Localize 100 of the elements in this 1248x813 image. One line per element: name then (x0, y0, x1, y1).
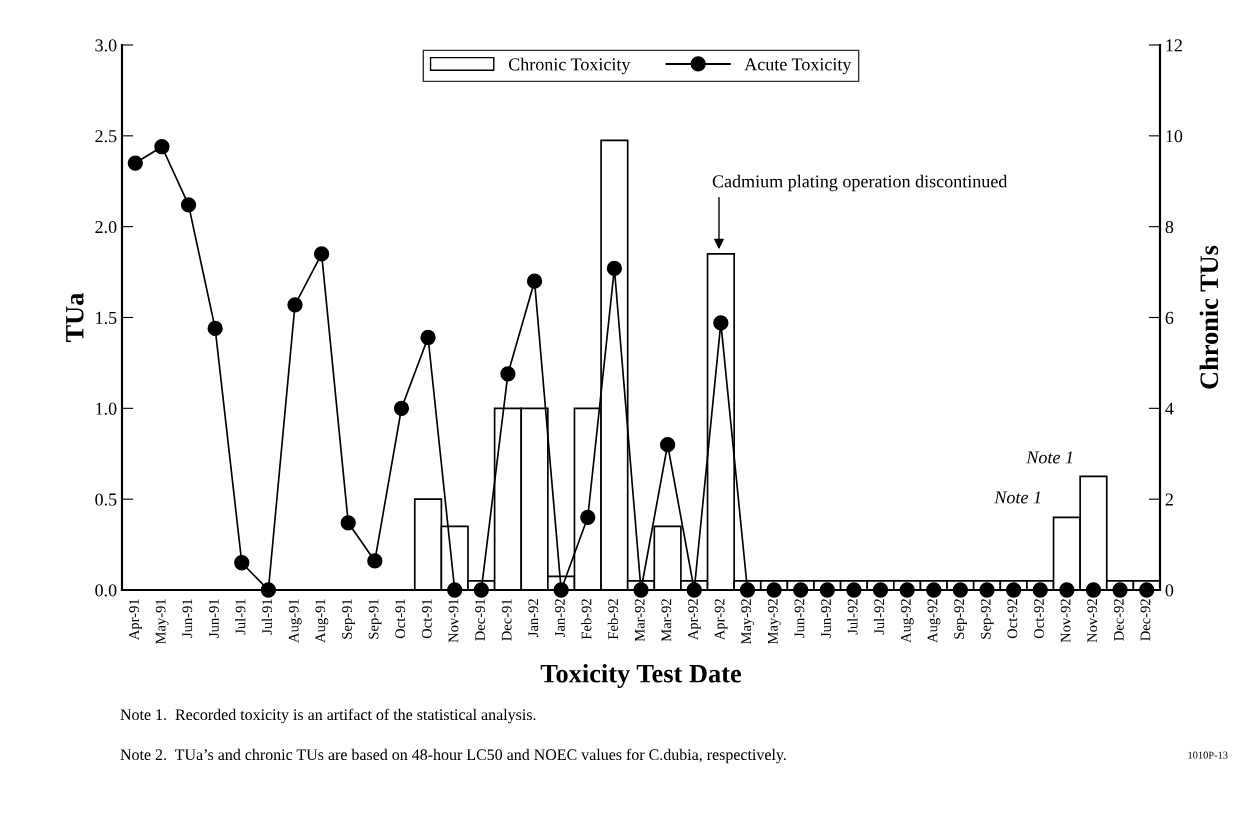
x-tick-label: Jun-92 (794, 599, 805, 638)
point (313, 246, 330, 262)
point (526, 273, 543, 289)
point (340, 515, 356, 531)
point (553, 582, 569, 598)
annotation: Cadmium plating operation discontinued (712, 174, 1008, 192)
x-tick-label: Aug-92 (900, 599, 914, 643)
point (926, 582, 942, 598)
point (393, 400, 410, 416)
point (1059, 582, 1075, 598)
y-axis-title: TUa (66, 292, 84, 343)
x-tick-label: Jul-92 (873, 599, 885, 635)
x-tick-label: Nov-92 (1060, 599, 1071, 643)
point (154, 139, 170, 155)
x-tick-label: Dec-91 (501, 599, 512, 641)
point (606, 260, 623, 277)
x-tick-label: Mar-92 (661, 599, 672, 642)
point (500, 366, 516, 382)
point (580, 509, 596, 525)
point (952, 582, 969, 598)
x-tick-label: Jul-91 (261, 599, 273, 635)
x-tick-label: Apr-92 (688, 599, 701, 641)
x-tick-label: Sep-92 (954, 599, 967, 639)
y-tick-label: 2.0 (95, 220, 117, 234)
x-tick-label: Aug-91 (288, 599, 302, 643)
point (473, 582, 489, 598)
y-tick-label: 0.0 (95, 584, 117, 597)
x-tick-label: Jan-92 (555, 599, 565, 637)
x-tick-label: Dec-92 (1113, 599, 1124, 641)
text: Note 2. TUa’s and chronic TUs are based on 48-hour LC50 and NOEC values for C.dubia, respectively. (120, 748, 786, 764)
text: 1010P-13 (1188, 751, 1228, 759)
point (180, 197, 197, 213)
legend-label: Chronic Toxicity (508, 57, 631, 75)
point (234, 555, 250, 571)
point (739, 582, 756, 598)
x-tick-label: Apr-91 (129, 599, 142, 641)
x-tick-label: Dec-92 (1140, 599, 1151, 641)
point (1032, 582, 1048, 598)
x-tick-label: Oct-92 (1007, 599, 1018, 639)
y2-tick-label: 6 (1165, 311, 1174, 324)
y2-tick-label: 10 (1166, 130, 1183, 143)
point (819, 582, 835, 598)
x-tick-label: Nov-91 (448, 599, 459, 643)
x-tick-label: Jan-92 (528, 599, 539, 637)
point (659, 437, 676, 453)
point (127, 155, 143, 171)
x-tick-label: Sep-91 (368, 599, 382, 639)
y2-tick-label: 0 (1165, 584, 1174, 597)
x-tick-label: Feb-92 (607, 599, 619, 640)
point (287, 297, 303, 313)
x-tick-label: Oct-91 (421, 599, 432, 639)
point (872, 582, 889, 598)
point (979, 582, 995, 598)
y-tick-label: 3.0 (95, 39, 117, 52)
point (447, 582, 463, 598)
text: Note 1. Recorded toxicity is an artifact of the statistical analysis. (120, 708, 536, 724)
y-tick-label: 0.5 (95, 493, 117, 506)
x-tick-label: Jun-91 (182, 599, 193, 638)
point (367, 553, 383, 569)
y2-tick-label: 2 (1165, 493, 1173, 506)
x-tick-label: Jun-91 (209, 599, 219, 638)
x-axis-title: Toxicity Test Date (540, 663, 742, 688)
x-tick-label: May-92 (767, 599, 781, 645)
x-tick-label: Oct-92 (1034, 599, 1044, 639)
point (1112, 582, 1128, 598)
x-tick-label: Feb-92 (581, 599, 592, 640)
x-tick-label: Mar-92 (634, 599, 645, 642)
point (1085, 582, 1102, 598)
point (899, 582, 915, 598)
point (766, 582, 782, 598)
x-tick-label: Jul-91 (235, 599, 246, 635)
annotation: Note 1 (1026, 451, 1073, 464)
y-tick-label: 2.5 (95, 130, 117, 143)
annotation: Note 1 (994, 491, 1041, 504)
x-tick-label: Apr-92 (714, 599, 728, 641)
x-tick-label: May-91 (155, 599, 169, 645)
point (1139, 582, 1155, 598)
x-tick-label: Sep-91 (342, 599, 355, 639)
x-tick-label: May-92 (741, 599, 755, 645)
x-tick-label: Aug-91 (315, 599, 329, 643)
point (1005, 582, 1022, 598)
point (260, 582, 277, 598)
y2-axis-title: Chronic TUs (1199, 245, 1219, 389)
x-tick-label: Sep-92 (980, 599, 994, 639)
x-tick-label: Aug-92 (927, 599, 941, 643)
legend-label: Acute Toxicity (744, 58, 852, 75)
x-tick-label: Oct-91 (395, 599, 406, 639)
x-tick-label: Jun-92 (821, 599, 831, 638)
y2-tick-label: 8 (1165, 220, 1174, 234)
point (686, 582, 702, 598)
x-tick-label: Dec-91 (475, 599, 485, 641)
y2-tick-label: 4 (1165, 402, 1174, 415)
point (713, 315, 729, 331)
y2-tick-label: 12 (1166, 39, 1182, 52)
y-tick-label: 1.0 (96, 402, 117, 415)
y-tick-label: 1.5 (96, 311, 117, 325)
x-tick-label: Jul-92 (847, 599, 858, 635)
point (793, 582, 809, 598)
point (633, 582, 649, 598)
point (207, 320, 223, 337)
